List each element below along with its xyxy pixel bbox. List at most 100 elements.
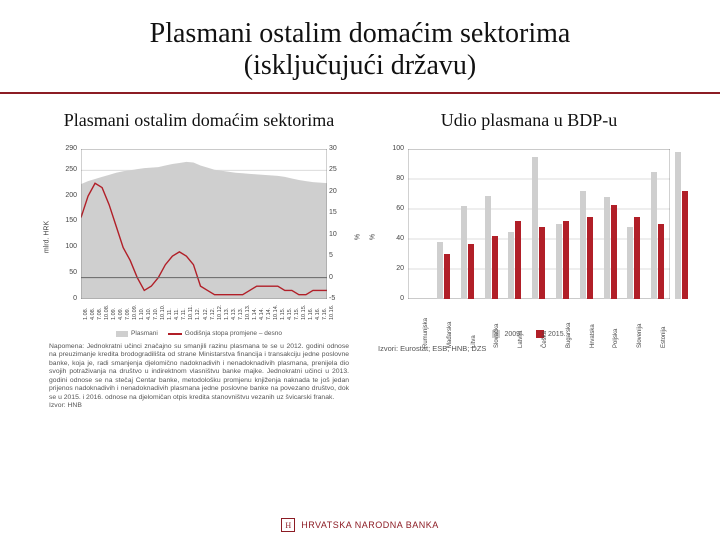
bar-x-tick: Estonija <box>661 327 667 348</box>
footer: H HRVATSKA NARODNA BANKA <box>0 512 720 540</box>
bar <box>539 227 545 299</box>
footer-bank-name: HRVATSKA NARODNA BANKA <box>301 520 439 530</box>
line-x-tick: 7.14. <box>266 308 272 320</box>
bar <box>651 172 657 300</box>
bar <box>492 236 498 299</box>
line-x-tick: 7.15. <box>294 308 300 320</box>
line-yl-tick: 0 <box>51 295 77 302</box>
line-x-tick: 7.16. <box>322 308 328 320</box>
bar-chart: % 020406080100RumunjskaMađarskaLitvaSlov… <box>384 149 674 324</box>
bar <box>682 191 688 299</box>
bar-plot-area <box>408 149 670 299</box>
bar-x-tick: Slovenija <box>637 324 643 348</box>
bar-y-tick: 0 <box>382 295 404 302</box>
line-x-tick: 4.13. <box>231 308 237 320</box>
legend-item: 2015. <box>536 330 566 338</box>
line-x-tick: 1.09. <box>111 308 117 320</box>
bar <box>563 221 569 299</box>
bar <box>515 221 521 299</box>
bar-x-tick: Latvija <box>518 331 524 348</box>
line-legend: Plasmani Godišnja stopa promjene – desno <box>49 330 349 337</box>
line-x-tick: 1.12. <box>195 308 201 320</box>
title-block: Plasmani ostalim domaćim sektorima (iskl… <box>0 0 720 88</box>
line-yl-tick: 200 <box>51 192 77 199</box>
line-yl-tick: 290 <box>51 145 77 152</box>
line-yr-tick: 15 <box>329 209 349 216</box>
bar <box>634 217 640 300</box>
line-x-tick: 1.13. <box>224 308 230 320</box>
line-svg <box>81 149 327 299</box>
line-x-tick: 7.08. <box>97 308 103 320</box>
bar <box>604 197 610 299</box>
line-x-tick: 1.08. <box>83 308 89 320</box>
line-x-tick: 7.10. <box>153 308 159 320</box>
bar <box>485 196 491 300</box>
bar-y-tick: 80 <box>382 175 404 182</box>
legend-item: Plasmani <box>116 330 158 337</box>
columns: Plasmani ostalim domaćim sektorima mlrd.… <box>0 94 720 411</box>
slide-title-line1: Plasmani ostalim domaćim sektorima <box>40 18 680 50</box>
line-x-tick: 4.15. <box>287 308 293 320</box>
bar <box>508 232 514 300</box>
legend-swatch <box>116 331 128 337</box>
bar-y-tick: 100 <box>382 145 404 152</box>
line-yr-tick: -5 <box>329 295 349 302</box>
line-yl-tick: 250 <box>51 166 77 173</box>
line-plot-area <box>81 149 327 299</box>
line-x-tick: 1.15. <box>280 308 286 320</box>
line-x-tick: 10.11. <box>188 305 194 320</box>
line-x-tick: 4.14. <box>259 308 265 320</box>
left-footnote: Napomena: Jednokratni učinci značajno su… <box>49 343 349 411</box>
bar-y-tick: 20 <box>382 265 404 272</box>
line-x-tick: 10.14. <box>273 305 279 320</box>
line-x-tick: 1.11. <box>167 308 173 320</box>
line-yr-tick: 20 <box>329 188 349 195</box>
left-subtitle: Plasmani ostalim domaćim sektorima <box>64 110 334 131</box>
bar-x-tick: Hrvatska <box>590 324 596 348</box>
line-x-tick: 10.15. <box>301 305 307 320</box>
line-x-tick: 7.12. <box>210 308 216 320</box>
line-x-tick: 4.09. <box>118 308 124 320</box>
slide-title-line2: (isključujući državu) <box>40 50 680 82</box>
legend-label: Godišnja stopa promjene – desno <box>185 330 282 337</box>
bar <box>627 227 633 299</box>
bar-y-axis-title: % <box>370 233 377 239</box>
line-x-tick: 10.08. <box>104 305 110 320</box>
legend-label: Plasmani <box>131 330 158 337</box>
left-column: Plasmani ostalim domaćim sektorima mlrd.… <box>30 104 368 411</box>
line-x-tick: 7.09. <box>125 308 131 320</box>
right-subtitle: Udio plasmana u BDP-u <box>441 110 617 131</box>
line-x-tick: 4.12. <box>203 308 209 320</box>
line-yr-tick: 10 <box>329 231 349 238</box>
left-y-axis-title: mlrd. HRK <box>44 220 51 252</box>
bar-x-tick: Slovačka <box>494 324 500 348</box>
bar <box>437 242 443 299</box>
bar <box>658 224 664 299</box>
line-yl-tick: 50 <box>51 269 77 276</box>
line-x-tick: 4.11. <box>174 308 180 320</box>
bar-x-tick: Poljska <box>613 329 619 348</box>
line-yl-tick: 100 <box>51 243 77 250</box>
right-column: Udio plasmana u BDP-u % 020406080100Rumu… <box>368 104 690 411</box>
bar-x-tick: Rumunjska <box>423 318 429 348</box>
line-x-tick: 10.12. <box>217 305 223 320</box>
line-x-tick: 7.11. <box>181 308 187 320</box>
line-x-tick: 4.10. <box>146 308 152 320</box>
hnb-logo-icon: H <box>281 518 295 532</box>
bar <box>468 244 474 300</box>
legend-item: Godišnja stopa promjene – desno <box>168 330 282 337</box>
line-x-tick: 4.16. <box>315 308 321 320</box>
legend-swatch <box>168 333 182 335</box>
line-x-tick: 7.13. <box>238 308 244 320</box>
line-x-tick: 10.13. <box>245 305 251 320</box>
bar-x-tick: Češka <box>542 331 548 348</box>
legend-label: 2015. <box>548 331 566 338</box>
bar <box>444 254 450 299</box>
bar <box>675 152 681 299</box>
line-x-tick: 1.16. <box>308 308 314 320</box>
line-x-tick: 1.14. <box>252 308 258 320</box>
line-x-tick: 10.10. <box>160 305 166 320</box>
bar <box>580 191 586 299</box>
bar <box>556 224 562 299</box>
bar-x-tick: Mađarska <box>447 322 453 348</box>
